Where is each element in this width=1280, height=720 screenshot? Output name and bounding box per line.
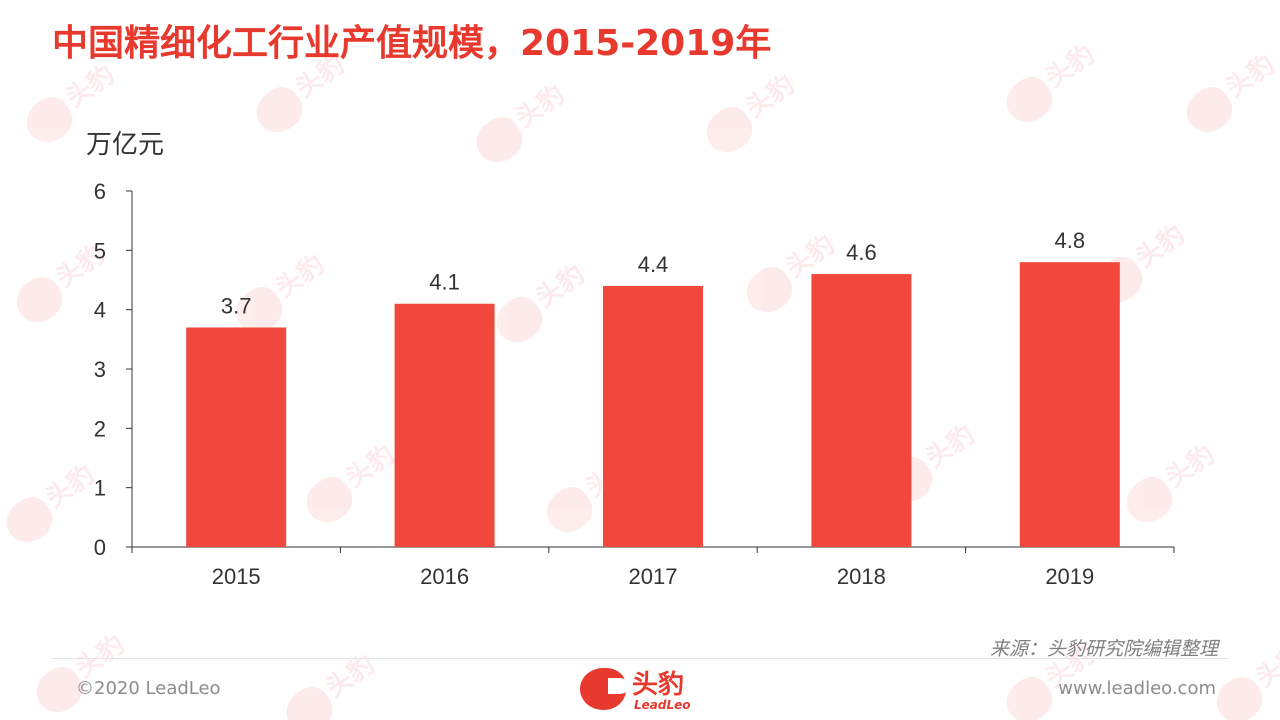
y-tick-label: 0 [94,535,106,560]
y-tick-label: 6 [94,179,106,204]
data-label: 4.6 [846,240,877,265]
y-tick-label: 4 [94,298,106,323]
copyright-text: ©2020 LeadLeo [76,678,221,699]
bar-2016 [394,303,495,547]
data-label: 3.7 [221,293,252,318]
y-tick-label: 5 [94,238,106,263]
x-tick-label: 2017 [629,564,678,589]
bar-2019 [1019,262,1120,547]
logo-subname: LeadLeo [634,698,691,712]
leopard-icon [580,668,630,710]
website-url: www.leadleo.com [1058,678,1216,699]
data-label: 4.1 [429,270,460,295]
x-tick-label: 2018 [837,564,886,589]
page-title: 中国精细化工行业产值规模，2015-2019年 [52,23,772,64]
y-tick-label: 1 [94,476,106,501]
footer-divider [52,658,1228,659]
bar-2018 [811,274,912,547]
x-tick-label: 2019 [1045,564,1094,589]
y-tick-label: 2 [94,416,106,441]
x-tick-label: 2016 [420,564,469,589]
x-tick-label: 2015 [212,564,261,589]
data-label: 4.8 [1055,228,1086,253]
y-tick-label: 3 [94,357,106,382]
bar-2015 [186,327,287,547]
data-label: 4.4 [638,252,669,277]
leadleo-logo: 头豹 LeadLeo [576,662,706,718]
logo-name: 头豹 [632,670,685,700]
source-note: 来源：头豹研究院编辑整理 [989,638,1218,660]
bar-2017 [603,285,703,547]
y-axis-unit-label: 万亿元 [86,130,165,160]
